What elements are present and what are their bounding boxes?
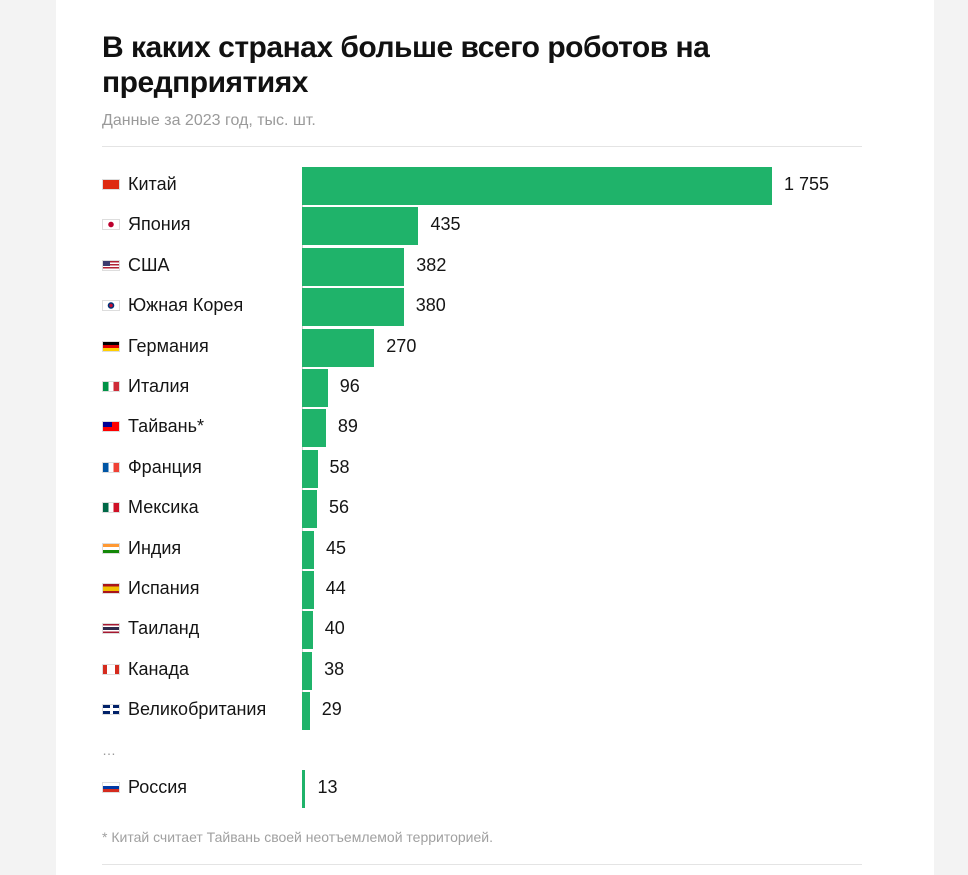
bar-row: Россия 13 [102, 770, 902, 808]
bar [302, 490, 317, 529]
bottom-divider [102, 864, 862, 865]
china-flag-icon [102, 179, 120, 190]
spain-flag-icon [102, 583, 120, 594]
chart-card: В каких странах больше всего роботов на … [56, 0, 934, 875]
value-label: 58 [329, 456, 350, 477]
mexico-flag-icon [102, 502, 120, 514]
category-label: Мексика [128, 497, 199, 518]
bar-row: Германия 270 [102, 328, 902, 367]
value-label: 29 [321, 699, 342, 720]
category-label: Италия [128, 376, 190, 396]
value-label: 89 [337, 416, 358, 437]
bar-row: Китай 1 755 [102, 167, 902, 205]
bar-row: Тайвань* 89 [102, 409, 902, 448]
bar-row: Великобритания 29 [102, 692, 902, 731]
bar-row: Япония 435 [102, 207, 902, 246]
bar [302, 651, 313, 690]
category-label: Испания [128, 578, 200, 598]
bar [302, 530, 315, 569]
bar-row: Таиланд 40 [102, 611, 902, 650]
bar [302, 571, 314, 609]
value-label: 38 [324, 658, 345, 679]
category-label: Индия [128, 537, 182, 558]
value-label: 1 755 [784, 174, 830, 194]
bar-row: США 382 [102, 247, 902, 286]
value-label: 435 [430, 214, 461, 235]
bar [302, 770, 306, 808]
bar [302, 328, 375, 367]
bar-row: Мексика 56 [102, 490, 902, 529]
france-flag-icon [102, 461, 120, 473]
bar-row: Франция 58 [102, 449, 902, 488]
category-label: Великобритания [128, 699, 267, 720]
category-label: Южная Корея [128, 295, 244, 316]
value-label: 96 [339, 376, 360, 396]
category-label: Канада [128, 658, 189, 679]
japan-flag-icon [102, 219, 120, 231]
bar-row: Южная Корея 380 [102, 288, 902, 327]
bar [302, 247, 405, 286]
bar-row: Италия 96 [102, 369, 902, 407]
value-label: 44 [325, 578, 346, 598]
bar [302, 692, 310, 731]
bar-row: Канада 38 [102, 651, 902, 690]
chart-subtitle: Данные за 2023 год, тыс. шт. [102, 112, 316, 129]
thailand-flag-icon [102, 623, 120, 635]
value-label: 380 [415, 295, 446, 316]
india-flag-icon [102, 542, 120, 554]
bar [302, 449, 318, 488]
value-label: 56 [328, 497, 350, 518]
category-label: Германия [128, 335, 209, 356]
category-label: Таиланд [128, 618, 200, 639]
bar [302, 207, 419, 246]
footnote: * Китай считает Тайвань своей неотъемлем… [102, 829, 493, 845]
chart-title: В каких странах больше всего роботов на … [102, 31, 710, 99]
south-korea-flag-icon [102, 300, 120, 312]
bar-row: Индия 45 [102, 530, 902, 569]
canada-flag-icon [102, 663, 120, 675]
bar [302, 409, 326, 448]
category-label: Китай [128, 174, 177, 194]
italy-flag-icon [102, 381, 120, 392]
bar [302, 288, 404, 327]
bar [302, 369, 328, 407]
top-divider [102, 146, 862, 147]
category-label: США [128, 254, 170, 275]
bar-row: Испания 44 [102, 571, 902, 609]
usa-flag-icon [102, 259, 120, 271]
value-label: 13 [317, 777, 338, 797]
taiwan-flag-icon [102, 421, 120, 433]
russia-flag-icon [102, 782, 120, 793]
category-label: Тайвань* [128, 416, 204, 437]
value-label: 40 [324, 618, 345, 639]
category-label: Россия [128, 777, 188, 797]
category-label: Япония [128, 214, 191, 235]
category-label: Франция [128, 456, 202, 477]
bar [302, 611, 313, 650]
uk-flag-icon [102, 704, 120, 716]
bar [302, 167, 772, 205]
gap-marker: … [102, 742, 117, 758]
value-label: 270 [386, 335, 417, 356]
value-label: 382 [416, 254, 447, 275]
value-label: 45 [326, 537, 347, 558]
germany-flag-icon [102, 340, 120, 352]
